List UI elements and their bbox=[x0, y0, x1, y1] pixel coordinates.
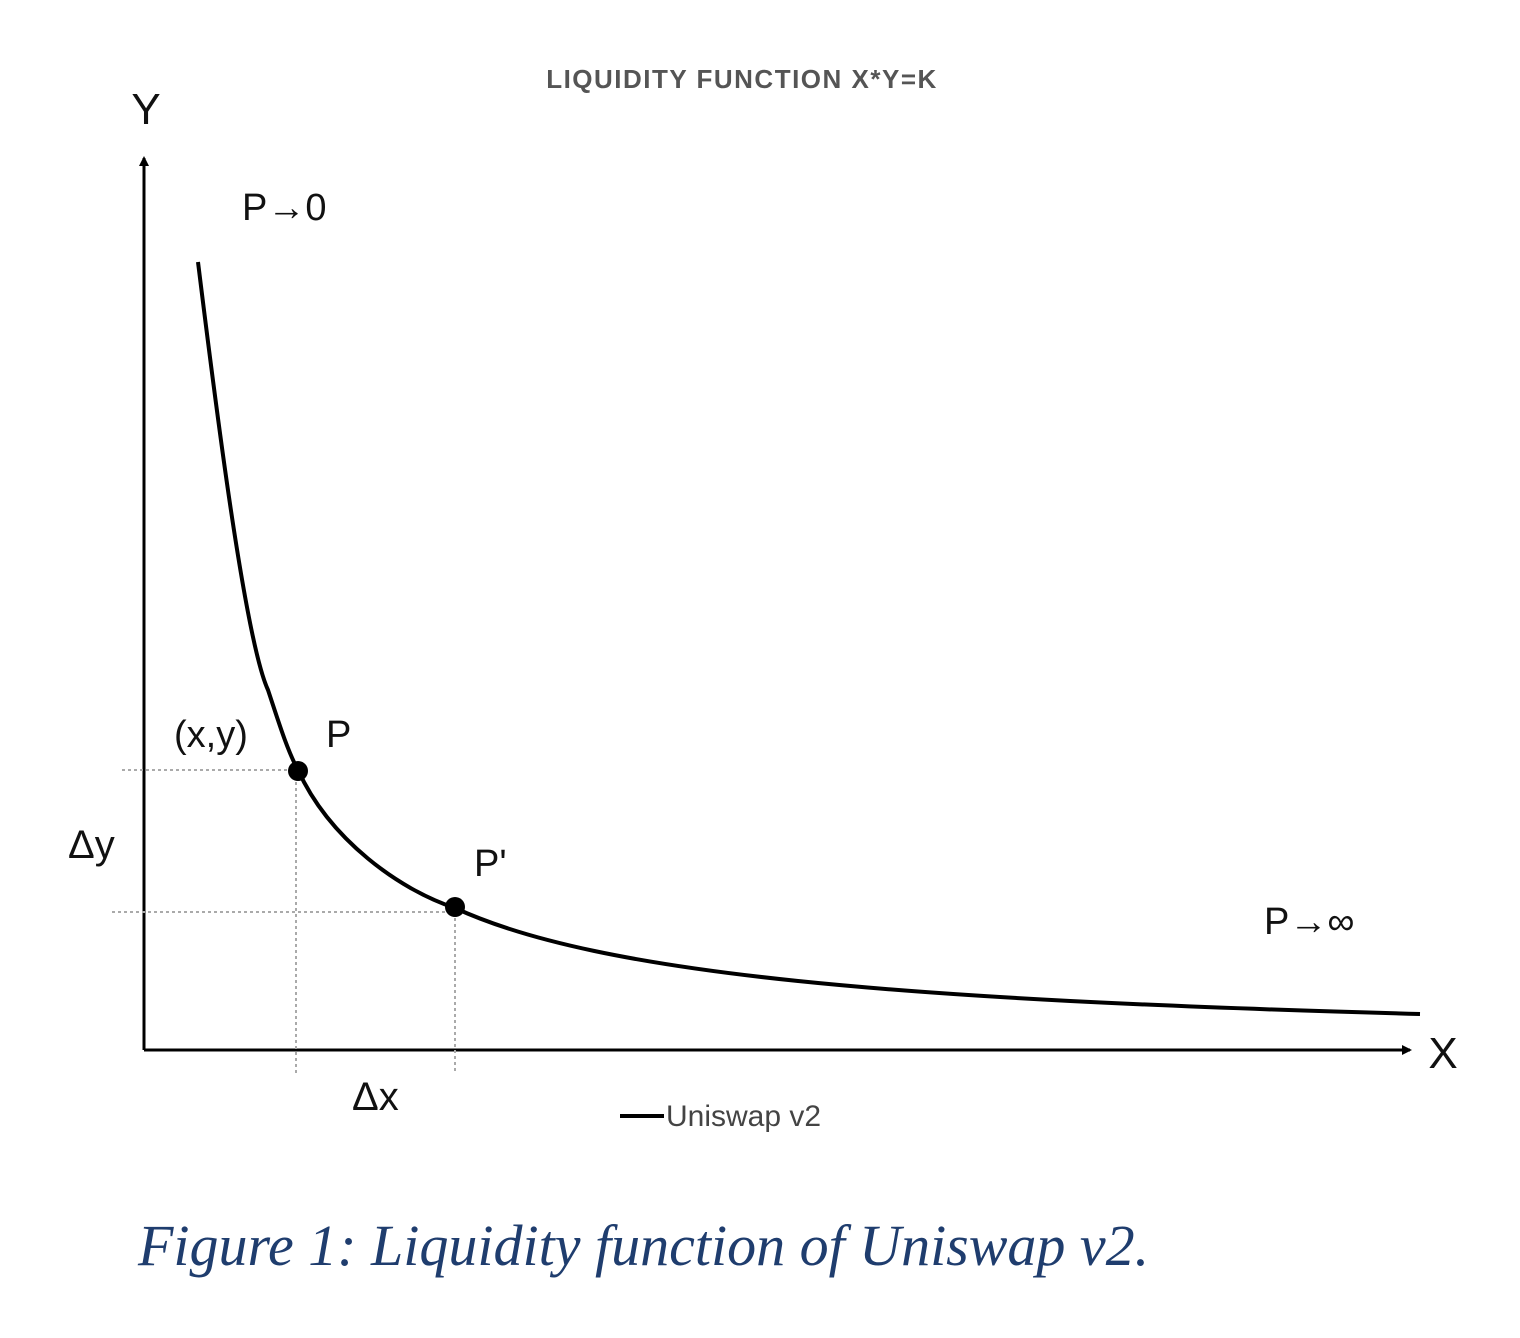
liquidity-curve bbox=[196, 261, 1421, 1016]
x-axis-label: X bbox=[1428, 1029, 1457, 1078]
point-p-coords-label: (x,y) bbox=[174, 714, 248, 756]
delta-y-label: Δy bbox=[68, 823, 115, 867]
point-p-marker bbox=[288, 761, 308, 781]
point-p-prime-label: P' bbox=[474, 843, 507, 885]
point-p-prime-marker bbox=[445, 897, 465, 917]
legend-series-label: Uniswap v2 bbox=[666, 1100, 821, 1133]
high-price-annotation: P→∞ bbox=[1264, 901, 1354, 943]
figure-caption: Figure 1: Liquidity function of Uniswap … bbox=[137, 1213, 1149, 1278]
low-price-annotation: P→0 bbox=[242, 187, 326, 229]
delta-x-label: Δx bbox=[352, 1075, 399, 1119]
diagram-title: LIQUIDITY FUNCTION X*Y=K bbox=[546, 64, 938, 94]
legend: Uniswap v2 bbox=[620, 1100, 821, 1133]
y-axis-label: Y bbox=[131, 85, 160, 134]
point-p-label: P bbox=[326, 714, 351, 756]
